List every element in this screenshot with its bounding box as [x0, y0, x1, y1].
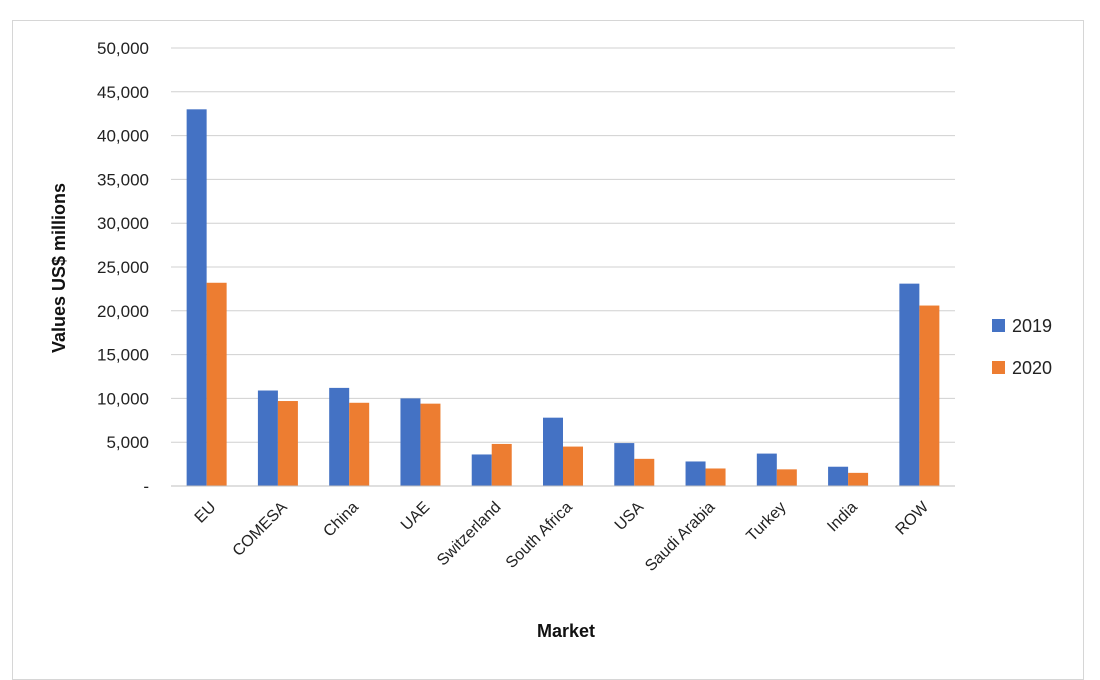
- y-axis-ticks: - 5,000 10,000 15,000 20,000 25,000 30,000 35,0…: [97, 39, 149, 496]
- y-tick-label: 15,000: [97, 346, 149, 365]
- x-tick-label: UAE: [398, 499, 433, 534]
- x-tick-label: COMESA: [230, 499, 291, 560]
- bar-2020-comesa: [277, 401, 298, 486]
- bar-2019-saudi-arabia: [685, 461, 706, 486]
- bar-2020-usa: [634, 458, 655, 486]
- y-tick-label: 45,000: [97, 83, 149, 102]
- y-tick-label: 35,000: [97, 170, 149, 189]
- bar-2020-eu: [206, 282, 227, 486]
- bar-chart: - 5,000 10,000 15,000 20,000 25,000 30,000 35,0…: [49, 39, 1052, 641]
- bar-2020-switzerland: [491, 443, 512, 486]
- legend-label: 2019: [1012, 316, 1052, 336]
- x-tick-label: India: [824, 499, 861, 536]
- legend: 2019 2020: [992, 316, 1052, 378]
- x-tick-label: EU: [192, 499, 220, 527]
- bar-2020-turkey: [776, 469, 797, 486]
- y-axis-title: Values US$ millions: [49, 183, 69, 353]
- bar-2020-row: [919, 305, 940, 486]
- bar-2019-usa: [614, 443, 635, 486]
- legend-swatch: [992, 361, 1005, 374]
- bar-2020-south-africa: [563, 446, 583, 486]
- bar-2019-row: [899, 283, 920, 486]
- bar-2019-comesa: [257, 390, 278, 486]
- y-tick-label: -: [143, 477, 149, 496]
- y-tick-label: 20,000: [97, 302, 149, 321]
- bar-2019-eu: [186, 109, 207, 486]
- legend-swatch: [992, 319, 1005, 332]
- x-tick-label: Saudi Arabia: [642, 499, 718, 575]
- x-tick-label: Turkey: [743, 499, 789, 545]
- x-tick-label: South Africa: [503, 499, 576, 572]
- bar-2019-south-africa: [543, 417, 563, 486]
- legend-label: 2020: [1012, 358, 1052, 378]
- bar-2019-switzerland: [471, 454, 492, 486]
- bars: [171, 109, 955, 487]
- bar-2019-india: [828, 466, 849, 486]
- y-tick-label: 5,000: [106, 433, 149, 452]
- x-axis-title: Market: [537, 621, 595, 641]
- y-tick-label: 10,000: [97, 389, 149, 408]
- bar-2019-turkey: [756, 453, 777, 486]
- x-tick-label: USA: [612, 499, 648, 535]
- x-tick-label: China: [320, 499, 362, 541]
- y-tick-label: 25,000: [97, 258, 149, 277]
- bar-2019-uae: [400, 398, 421, 486]
- x-tick-label: ROW: [893, 498, 933, 538]
- y-tick-label: 30,000: [97, 214, 149, 233]
- bar-2019-china: [329, 387, 350, 486]
- bar-2020-uae: [420, 403, 441, 486]
- bar-2020-india: [848, 472, 869, 486]
- bar-2020-saudi-arabia: [705, 468, 726, 486]
- y-tick-label: 40,000: [97, 127, 149, 146]
- bar-2020-china: [349, 402, 370, 486]
- x-tick-label: Switzerland: [434, 499, 505, 570]
- y-tick-label: 50,000: [97, 39, 149, 58]
